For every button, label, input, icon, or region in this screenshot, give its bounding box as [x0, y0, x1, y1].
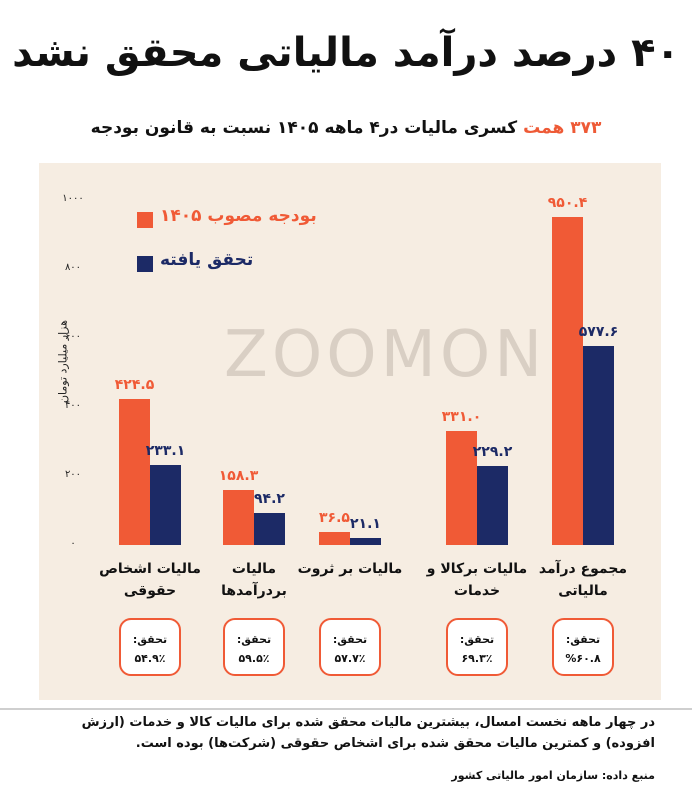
realization-label: تحقق: — [332, 633, 368, 646]
bar-budget — [319, 532, 350, 545]
y-tick-label: ۴۰۰ — [64, 400, 82, 411]
realization-badge: تحقق: ۵۷.۷٪ — [319, 618, 381, 676]
bar-realized — [350, 537, 381, 545]
legend-swatch-realized — [137, 256, 153, 272]
value-label-realized: ۲۱.۱ — [350, 515, 381, 532]
realization-value: ۵۹.۵٪ — [238, 652, 270, 665]
category-label: مالیات اشخاص حقوقی — [99, 561, 201, 599]
bar-budget — [446, 430, 477, 545]
realization-badge: تحقق: %۶۰.۸ — [552, 618, 614, 676]
category-label: مالیات بردرآمدها — [221, 561, 287, 599]
realization-label: تحقق: — [565, 633, 601, 646]
realization-value: ۵۷.۷٪ — [334, 652, 366, 665]
legend-label-budget: بودجه مصوب ۱۴۰۵ — [160, 206, 317, 226]
realization-value: %۶۰.۸ — [565, 652, 601, 665]
realization-value: ۵۴.۹٪ — [134, 652, 166, 665]
category-label: مجموع درآمد مالیاتی — [538, 561, 628, 599]
footer-note: در چهار ماهه نخست امسال، بیشترین مالیات … — [81, 715, 655, 751]
bar-budget — [223, 490, 254, 545]
y-tick-label: ۲۰۰ — [64, 469, 82, 480]
value-label-budget: ۳۳۱.۰ — [441, 408, 482, 425]
y-tick-label: ۶۰۰ — [64, 331, 82, 342]
y-tick-label: ۱۰۰۰ — [62, 193, 84, 204]
value-label-budget: ۳۶.۵ — [319, 510, 350, 527]
value-label-realized: ۲۳۳.۱ — [145, 442, 186, 459]
bar-realized — [477, 465, 508, 545]
bar-realized — [583, 345, 614, 545]
divider — [0, 708, 692, 710]
value-label-realized: ۲۲۹.۲ — [472, 443, 513, 460]
bar-realized — [254, 512, 285, 545]
legend-label-realized: تحقق یافته — [160, 250, 254, 270]
value-label-realized: ۵۷۷.۶ — [578, 323, 619, 340]
subtitle-text: کسری مالیات در۴ ماهه ۱۴۰۵ نسبت به قانون … — [90, 118, 524, 138]
realization-badge: تحقق: ۵۴.۹٪ — [119, 618, 181, 676]
subtitle-highlight: ۳۷۳ همت — [523, 118, 602, 138]
bar-realized — [150, 464, 181, 545]
y-tick-label: ۸۰۰ — [64, 262, 82, 273]
bar-budget — [119, 398, 150, 545]
source-text: منبع داده: سازمان امور مالیاتی کشور — [451, 769, 655, 782]
bar-budget — [552, 217, 583, 545]
realization-label: تحقق: — [459, 633, 495, 646]
legend-swatch-budget — [137, 212, 153, 228]
category-label: مالیات برکالا و خدمات — [426, 561, 528, 599]
page-title: ۴۰ درصد درآمد مالیاتی محقق نشد — [12, 30, 680, 76]
value-label-budget: ۴۲۴.۵ — [114, 376, 155, 393]
realization-label: تحقق: — [236, 633, 272, 646]
realization-badge: تحقق: ۵۹.۵٪ — [223, 618, 285, 676]
watermark: ZOOMON — [224, 318, 547, 392]
subtitle: ۳۷۳ همت کسری مالیات در۴ ماهه ۱۴۰۵ نسبت ب… — [0, 118, 692, 138]
value-label-budget: ۹۵۰.۴ — [547, 195, 588, 212]
realization-badge: تحقق: ۶۹.۳٪ — [446, 618, 508, 676]
category-label: مالیات بر ثروت — [297, 561, 403, 577]
y-tick-label: ۰ — [70, 538, 76, 549]
value-label-budget: ۱۵۸.۳ — [218, 468, 259, 485]
value-label-realized: ۹۴.۲ — [254, 490, 285, 507]
realization-label: تحقق: — [132, 633, 168, 646]
realization-value: ۶۹.۳٪ — [461, 652, 493, 665]
